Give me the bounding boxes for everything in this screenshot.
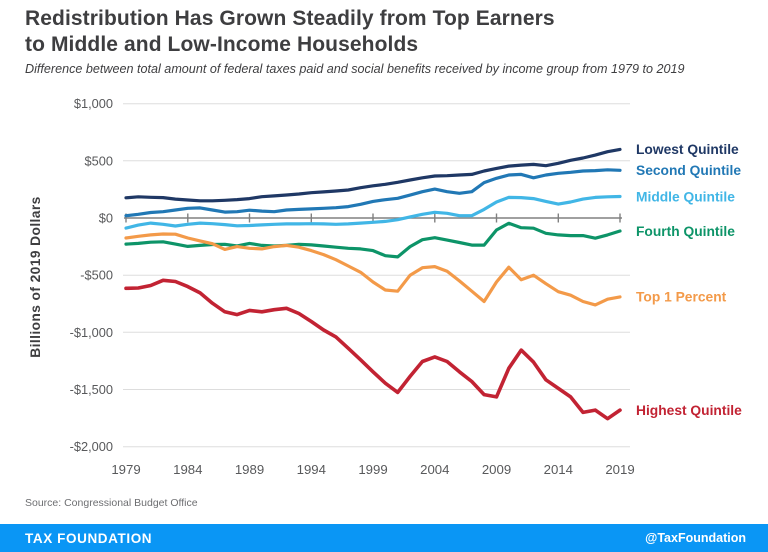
chart-title: Redistribution Has Grown Steadily from T…: [25, 6, 745, 58]
x-tick-label: 2004: [420, 462, 449, 477]
chart-subtitle: Difference between total amount of feder…: [25, 62, 685, 76]
x-tick-label: 1994: [297, 462, 326, 477]
series-line-fourth-quintile: [124, 221, 622, 259]
series-line-highest-quintile: [124, 278, 622, 421]
series-label-highest-quintile: Highest Quintile: [636, 403, 742, 418]
series-label-second-quintile: Second Quintile: [636, 163, 741, 178]
x-tick-label: 1979: [111, 462, 140, 477]
twitter-handle-link[interactable]: @TaxFoundation: [645, 531, 746, 545]
x-tick-label: 1999: [358, 462, 387, 477]
series-label-fourth-quintile: Fourth Quintile: [636, 224, 735, 239]
chart-title-line1: Redistribution Has Grown Steadily from T…: [25, 7, 555, 30]
y-tick-label: -$1,000: [70, 325, 113, 340]
series-line-middle-quintile: [124, 194, 622, 230]
series-label-lowest-quintile: Lowest Quintile: [636, 142, 739, 157]
series-label-top-1-percent: Top 1 Percent: [636, 290, 727, 305]
y-axis-title: Billions of 2019 Dollars: [28, 196, 43, 357]
x-tick-label: 1989: [235, 462, 264, 477]
tax-foundation-logo[interactable]: TAX FOUNDATION: [25, 530, 153, 546]
x-tick-label: 1984: [173, 462, 202, 477]
series-line-second-quintile: [124, 168, 622, 218]
y-tick-label: $500: [85, 153, 113, 168]
y-tick-label: $1,000: [74, 96, 113, 111]
x-tick-label: 2019: [605, 462, 634, 477]
y-tick-label: -$500: [80, 268, 113, 283]
y-tick-label: $0: [99, 211, 113, 226]
chart-title-line2: to Middle and Low-Income Households: [25, 33, 419, 56]
y-tick-label: -$1,500: [70, 382, 113, 397]
x-tick-label: 2014: [544, 462, 573, 477]
series-line-top-1-percent: [124, 232, 622, 307]
series-line-lowest-quintile: [124, 147, 622, 203]
y-tick-label: -$2,000: [70, 439, 113, 454]
x-tick-label: 2009: [482, 462, 511, 477]
footer-bar: TAX FOUNDATION @TaxFoundation: [0, 524, 768, 552]
series-label-middle-quintile: Middle Quintile: [636, 189, 735, 204]
source-note: Source: Congressional Budget Office: [25, 497, 198, 509]
